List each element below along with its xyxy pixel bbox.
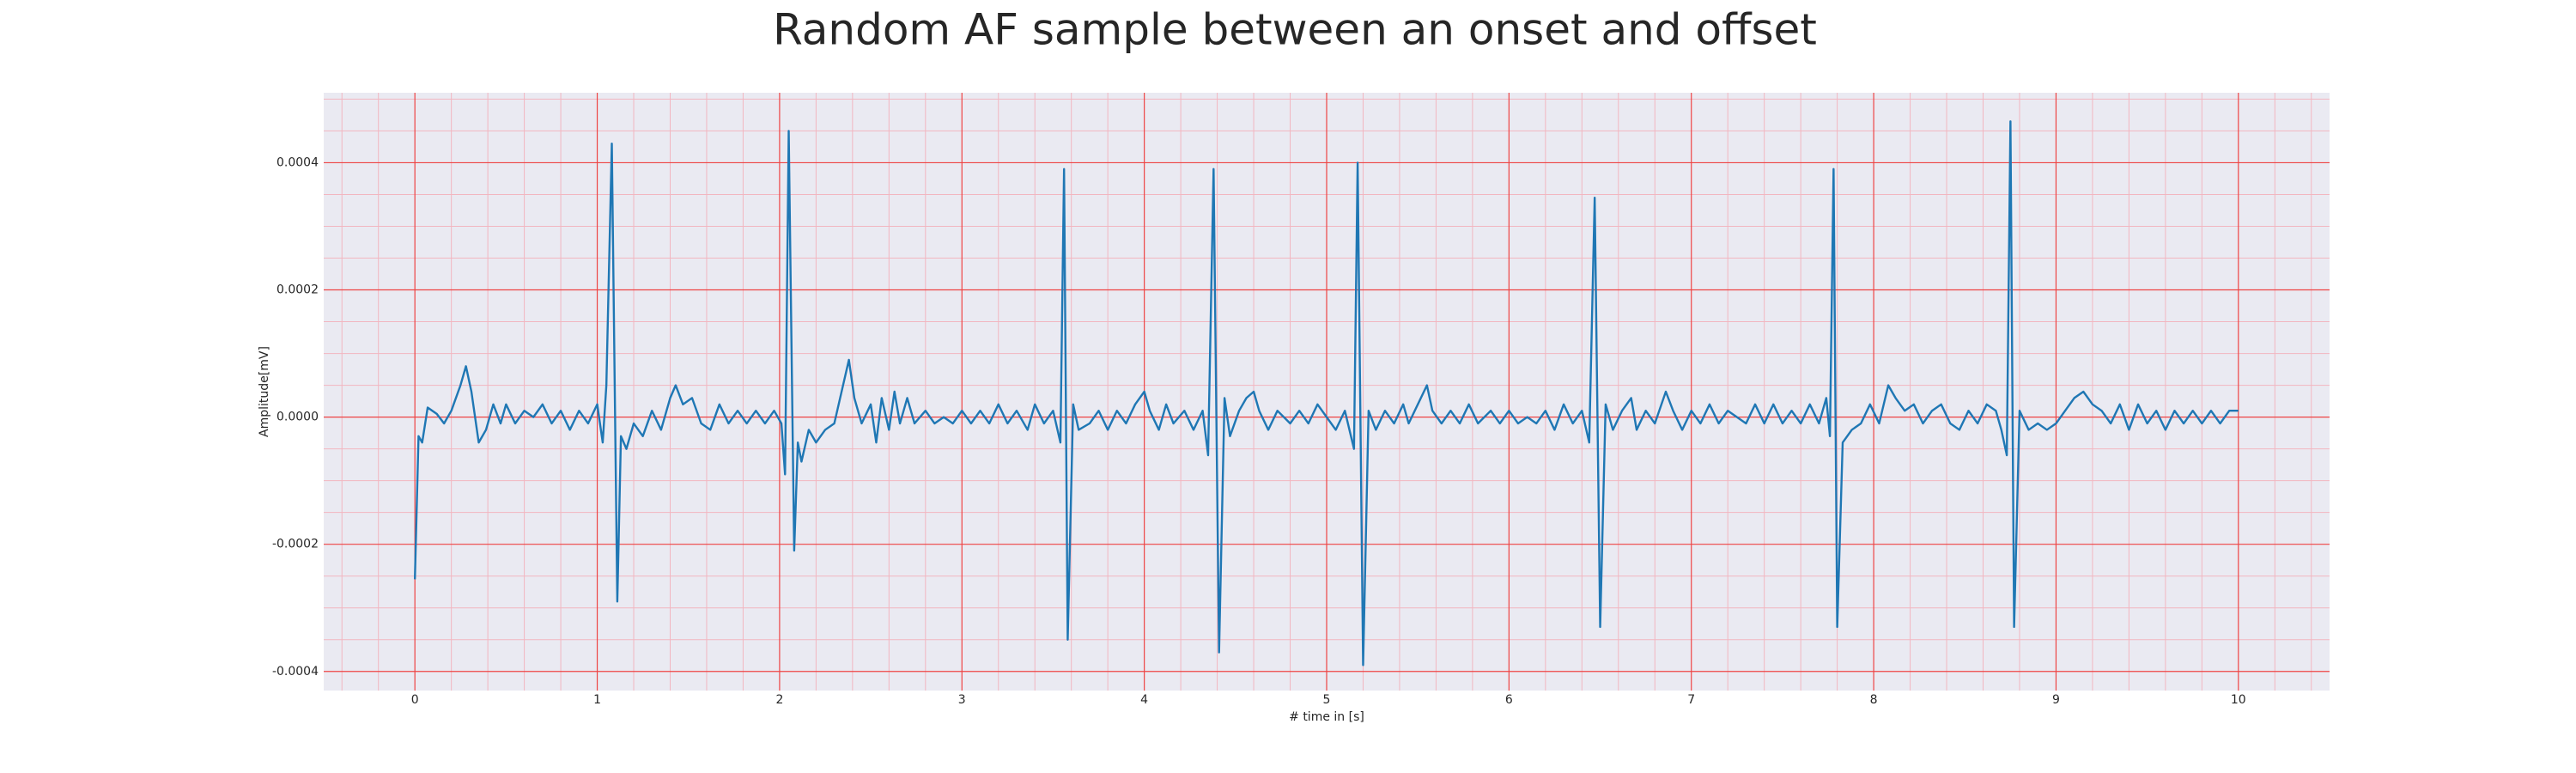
x-tick-label: 9 [2052, 693, 2060, 707]
chart-title: Random AF sample between an onset and of… [773, 5, 1817, 55]
y-tick-label: 0.0000 [276, 411, 319, 424]
y-axis-label: Amplitude[mV] [258, 346, 271, 437]
x-tick-label: 6 [1505, 693, 1513, 707]
y-tick-label: -0.0002 [272, 538, 319, 551]
x-tick-label: 7 [1687, 693, 1695, 707]
y-tick-label: -0.0004 [272, 665, 319, 679]
x-tick-label: 8 [1870, 693, 1878, 707]
y-tick-label: 0.0004 [276, 155, 319, 169]
x-tick-label: 5 [1323, 693, 1331, 707]
x-tick-label: 3 [958, 693, 966, 707]
y-tick-label: 0.0002 [276, 283, 319, 297]
signal-line [413, 120, 2239, 666]
x-tick-label: 2 [775, 693, 783, 707]
x-axis-label: # time in [s] [1289, 710, 1364, 724]
x-tick-label: 1 [593, 693, 601, 707]
x-tick-label: 4 [1140, 693, 1148, 707]
x-tick-label: 10 [2231, 693, 2246, 707]
x-tick-label: 0 [411, 693, 419, 707]
